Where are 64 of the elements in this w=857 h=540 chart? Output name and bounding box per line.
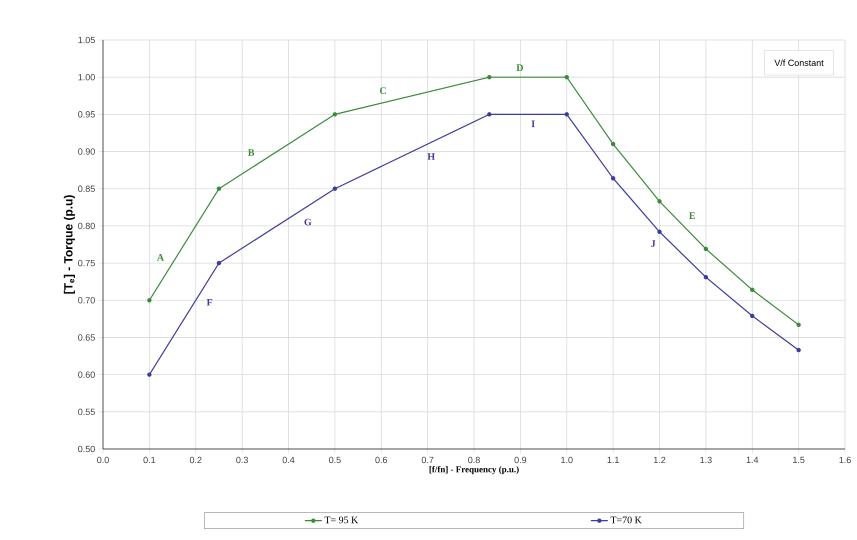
point xyxy=(704,246,708,252)
point xyxy=(216,260,222,266)
y-tick-label: 1.00 xyxy=(78,74,95,80)
legend-label: T=70 K xyxy=(610,516,642,524)
y-tick-label: 0.95 xyxy=(78,111,95,118)
x-tick-label: 0.8 xyxy=(468,456,480,464)
annotation: V/f Constant xyxy=(774,59,824,66)
point xyxy=(487,74,492,80)
annotation: H xyxy=(428,153,435,160)
point xyxy=(704,275,708,280)
annotation: J xyxy=(651,240,656,247)
annotation: I xyxy=(532,120,535,128)
x-tick-label: 0.5 xyxy=(328,456,341,464)
x-tick-label: 0.0 xyxy=(97,456,109,464)
x-tick-label: 0.1 xyxy=(143,456,156,464)
point xyxy=(610,142,616,146)
annotation: G xyxy=(304,218,312,226)
point xyxy=(332,112,338,117)
y-tick-label: 0.90 xyxy=(78,148,95,155)
point xyxy=(657,230,662,234)
x-tick-label: 0.6 xyxy=(375,456,388,464)
x-tick-label: 1.1 xyxy=(608,456,619,463)
y-tick-label: 0.70 xyxy=(78,297,95,304)
point xyxy=(564,74,569,80)
point xyxy=(796,348,801,352)
x-tick-label: 1.2 xyxy=(654,456,666,464)
y-axis-title: [T$_{e}$] - Torque (p.u) xyxy=(64,195,75,294)
legend-label: T= 95 K xyxy=(324,516,358,524)
y-tick-label: 0.60 xyxy=(78,371,95,378)
x-tick-label: 0.7 xyxy=(422,456,434,464)
x-tick-label: 0.2 xyxy=(190,456,202,464)
x-tick-label: 1.4 xyxy=(746,456,758,463)
point xyxy=(216,186,222,191)
x-axis-title: [f/fn] - Frequency (p.u.) xyxy=(430,466,519,474)
x-tick-label: 0.3 xyxy=(236,456,248,464)
x-tick-label: 1.3 xyxy=(700,456,712,464)
x-tick-label: 0.4 xyxy=(282,456,294,464)
annotation: E xyxy=(689,212,696,219)
annotation: D xyxy=(516,64,523,71)
point xyxy=(487,112,492,117)
point xyxy=(750,288,754,292)
x-tick-label: 0.9 xyxy=(514,456,526,464)
point xyxy=(332,186,338,191)
point xyxy=(610,176,616,181)
point xyxy=(147,298,152,302)
annotation: F xyxy=(206,299,212,306)
point xyxy=(657,199,662,204)
y-tick-label: 0.65 xyxy=(78,334,95,341)
y-tick-label: 0.50 xyxy=(78,446,95,452)
y-tick-label: 1.05 xyxy=(78,36,95,44)
x-tick-label: 1.6 xyxy=(839,456,851,464)
point xyxy=(750,314,754,318)
point xyxy=(564,112,569,117)
annotation: C xyxy=(380,87,386,94)
point xyxy=(147,372,152,377)
x-tick-label: 1.0 xyxy=(561,456,573,464)
y-tick-label: 0.85 xyxy=(78,186,95,192)
y-tick-label: 0.55 xyxy=(78,408,95,415)
y-tick-label: 0.75 xyxy=(78,260,95,266)
x-tick-label: 1.5 xyxy=(793,456,804,464)
annotation: A xyxy=(156,254,164,261)
point xyxy=(796,322,801,328)
annotation: B xyxy=(248,149,254,156)
y-tick-label: 0.80 xyxy=(78,222,95,230)
